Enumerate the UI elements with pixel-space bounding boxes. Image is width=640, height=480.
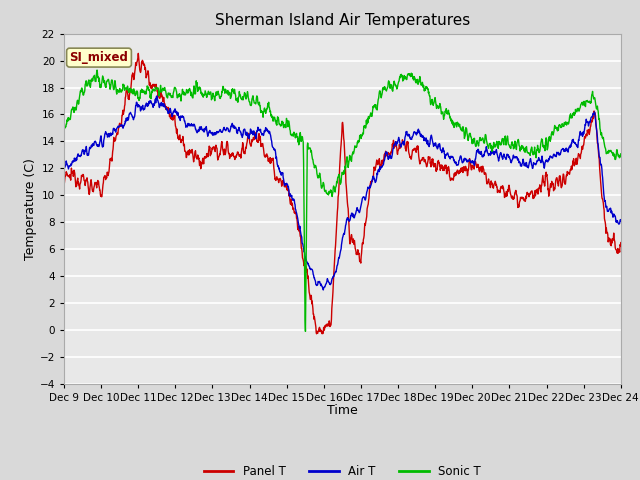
Air T bbox=[617, 218, 625, 224]
Line: Panel T: Panel T bbox=[64, 53, 621, 334]
Line: Air T: Air T bbox=[64, 96, 621, 290]
Air T bbox=[319, 287, 327, 293]
Sonic T bbox=[319, 184, 326, 190]
Y-axis label: Temperature (C): Temperature (C) bbox=[24, 158, 37, 260]
X-axis label: Time: Time bbox=[327, 405, 358, 418]
Air T bbox=[103, 132, 111, 137]
Air T bbox=[378, 164, 385, 169]
Air T bbox=[308, 266, 316, 272]
Panel T bbox=[313, 331, 321, 336]
Panel T bbox=[308, 298, 316, 304]
Panel T bbox=[60, 180, 68, 185]
Line: Sonic T: Sonic T bbox=[64, 70, 621, 331]
Sonic T bbox=[308, 156, 316, 162]
Sonic T bbox=[93, 67, 101, 73]
Panel T bbox=[134, 50, 142, 56]
Panel T bbox=[378, 158, 385, 164]
Panel T bbox=[126, 90, 134, 96]
Title: Sherman Island Air Temperatures: Sherman Island Air Temperatures bbox=[215, 13, 470, 28]
Sonic T bbox=[301, 328, 309, 334]
Text: SI_mixed: SI_mixed bbox=[70, 51, 129, 64]
Sonic T bbox=[378, 93, 385, 98]
Sonic T bbox=[297, 132, 305, 138]
Air T bbox=[153, 93, 161, 99]
Sonic T bbox=[617, 151, 625, 156]
Sonic T bbox=[104, 78, 111, 84]
Sonic T bbox=[60, 125, 68, 131]
Air T bbox=[297, 229, 305, 235]
Sonic T bbox=[126, 85, 134, 91]
Air T bbox=[60, 166, 68, 172]
Air T bbox=[126, 110, 134, 116]
Legend: Panel T, Air T, Sonic T: Panel T, Air T, Sonic T bbox=[199, 461, 486, 480]
Air T bbox=[318, 284, 326, 289]
Panel T bbox=[617, 240, 625, 245]
Panel T bbox=[103, 169, 111, 175]
Panel T bbox=[297, 233, 305, 239]
Panel T bbox=[319, 328, 326, 334]
